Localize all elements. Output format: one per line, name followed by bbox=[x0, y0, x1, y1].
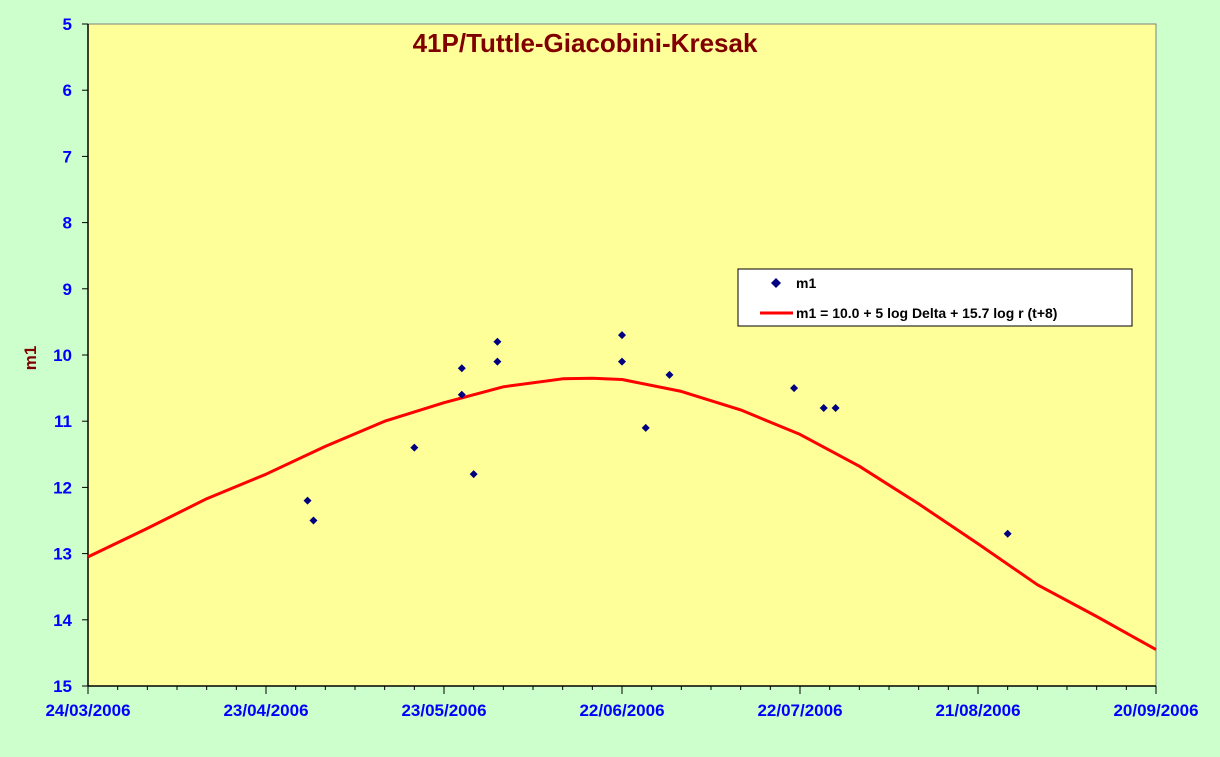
series-layer bbox=[87, 331, 1157, 651]
scatter-point bbox=[457, 390, 466, 399]
y-axis-label: m1 bbox=[21, 346, 40, 371]
scatter-point bbox=[618, 357, 626, 366]
y-tick-label: 12 bbox=[53, 478, 72, 497]
legend-marker-diamond-icon bbox=[771, 278, 781, 288]
scatter-point bbox=[457, 364, 466, 373]
y-tick-label: 10 bbox=[53, 346, 72, 365]
x-tick-label: 23/05/2006 bbox=[401, 701, 486, 720]
scatter-point bbox=[1003, 529, 1012, 538]
scatter-point bbox=[309, 516, 318, 525]
scatter-point bbox=[469, 470, 478, 479]
y-tick-label: 13 bbox=[53, 545, 72, 564]
y-tick-label: 5 bbox=[63, 15, 72, 34]
scatter-point bbox=[410, 443, 419, 452]
y-tick-label: 15 bbox=[53, 677, 72, 696]
legend-label-m1: m1 bbox=[796, 275, 816, 291]
scatter-point bbox=[493, 337, 502, 346]
x-tick-label: 23/04/2006 bbox=[223, 701, 308, 720]
scatter-point bbox=[665, 370, 674, 379]
y-axis: 5 6 7 8 9 10 11 12 13 14 15 bbox=[53, 15, 89, 696]
plot-area bbox=[87, 23, 1157, 687]
scatter-point bbox=[819, 403, 828, 412]
y-tick-label: 6 bbox=[63, 81, 72, 100]
legend-box bbox=[737, 268, 1133, 327]
x-tick-label: 22/06/2006 bbox=[579, 701, 664, 720]
x-tick-label: 24/03/2006 bbox=[45, 701, 130, 720]
scatter-point bbox=[618, 331, 626, 340]
y-tick-label: 7 bbox=[63, 147, 72, 166]
scatter-point bbox=[493, 357, 502, 366]
x-axis: 24/03/2006 23/04/2006 23/05/2006 22/06/2006… bbox=[45, 685, 1199, 720]
legend-label-fit: m1 = 10.0 + 5 log Delta + 15.7 log r (t+… bbox=[796, 305, 1057, 321]
fit-curve-line bbox=[87, 376, 1157, 651]
scatter-point bbox=[790, 384, 799, 393]
y-tick-label: 9 bbox=[63, 280, 72, 299]
y-tick-label: 11 bbox=[54, 412, 72, 431]
scatter-point bbox=[303, 496, 312, 505]
y-tick-label: 14 bbox=[53, 611, 72, 630]
scatter-point bbox=[641, 423, 650, 432]
x-tick-label: 22/07/2006 bbox=[757, 701, 842, 720]
x-tick-label: 21/08/2006 bbox=[935, 701, 1020, 720]
scatter-point bbox=[831, 403, 840, 412]
y-tick-label: 8 bbox=[63, 214, 72, 233]
chart-title: 41P/Tuttle-Giacobini-Kresak bbox=[413, 28, 758, 58]
x-tick-label: 20/09/2006 bbox=[1113, 701, 1198, 720]
legend: m1 m1 = 10.0 + 5 log Delta + 15.7 log r … bbox=[737, 268, 1133, 327]
